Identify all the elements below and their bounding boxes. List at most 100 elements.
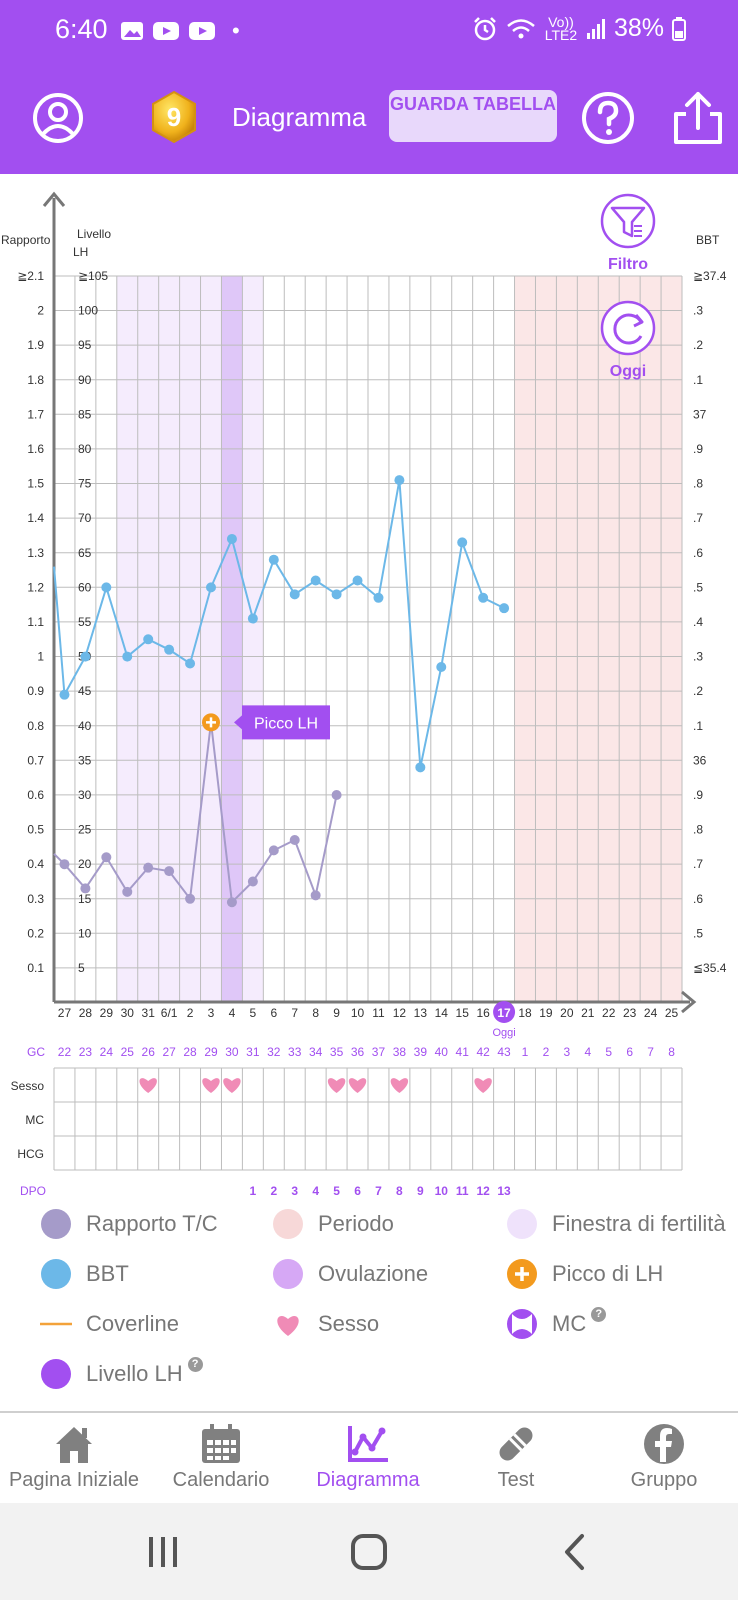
bbt-point[interactable] <box>331 589 342 600</box>
ratio-tick-label: 0.7 <box>27 753 44 767</box>
bbt-point[interactable] <box>226 533 237 544</box>
cycle-day-label: 32 <box>267 1045 281 1059</box>
chart-legend: Rapporto T/C Periodo Finestra di fertilità… <box>0 1202 738 1412</box>
heart-icon[interactable] <box>474 1078 492 1093</box>
lh-tick-label: 40 <box>78 719 92 733</box>
legend-dot-icon <box>40 1358 72 1390</box>
ratio-point[interactable] <box>122 886 133 897</box>
legend-dot-icon <box>506 1208 538 1240</box>
today-button[interactable] <box>600 300 656 356</box>
filter-button[interactable] <box>600 193 656 249</box>
nav-calendar[interactable]: Calendario <box>147 1421 295 1492</box>
lh-tick-label: 5 <box>78 961 85 975</box>
today-caption: Oggi <box>492 1027 515 1039</box>
bbt-tick-label: 37 <box>693 407 707 421</box>
ratio-point[interactable] <box>59 859 70 870</box>
dpo-value: 2 <box>270 1184 277 1198</box>
bbt-point[interactable] <box>457 537 468 548</box>
level-badge-number: 9 <box>167 102 181 132</box>
cycle-day-label: 25 <box>121 1045 135 1059</box>
ratio-point[interactable] <box>226 897 237 908</box>
bbt-point[interactable] <box>164 644 175 655</box>
chart-canvas[interactable]: Rapporto LivelloLHBBT≧2.121.91.81.71.61.5… <box>0 174 738 1206</box>
bbt-point[interactable] <box>499 603 510 614</box>
bbt-tick-label: .7 <box>693 511 703 525</box>
date-label: 24 <box>644 1006 658 1020</box>
bbt-point[interactable] <box>122 651 133 662</box>
nav-home[interactable]: Pagina Iniziale <box>0 1421 148 1492</box>
date-label: 28 <box>79 1006 93 1020</box>
bbt-point[interactable] <box>310 575 321 586</box>
help-icon[interactable]: ? <box>591 1306 607 1322</box>
bbt-point[interactable] <box>352 575 363 586</box>
heart-icon[interactable] <box>202 1078 220 1093</box>
bbt-point[interactable] <box>394 475 405 486</box>
bbt-tick-label: .8 <box>693 477 703 491</box>
level-badge-icon[interactable]: 9 <box>150 90 198 144</box>
ratio-point[interactable] <box>331 790 342 800</box>
bbt-point[interactable] <box>80 651 91 662</box>
fertile-window-band <box>242 276 264 1002</box>
recents-icon[interactable] <box>138 1527 188 1577</box>
ratio-point[interactable] <box>164 866 175 877</box>
heart-icon[interactable] <box>223 1078 241 1093</box>
bbt-point[interactable] <box>436 661 447 672</box>
ratio-point[interactable] <box>101 852 112 863</box>
app-header: 9 Diagramma GUARDA TABELLA <box>0 62 738 174</box>
fertile-window-band <box>116 276 138 1002</box>
today-marker <box>493 1001 516 1023</box>
bbt-point[interactable] <box>59 689 70 700</box>
home-button-icon[interactable] <box>344 1527 394 1577</box>
heart-icon[interactable] <box>390 1078 409 1093</box>
heart-icon[interactable] <box>327 1078 346 1093</box>
legend-item: MC? <box>506 1306 607 1340</box>
date-label: 20 <box>560 1006 574 1020</box>
ratio-point[interactable] <box>268 845 279 856</box>
heart-icon[interactable] <box>348 1078 367 1093</box>
bbt-point[interactable] <box>373 592 384 603</box>
date-label: 10 <box>351 1006 365 1020</box>
lh-tick-label: 80 <box>78 442 92 456</box>
profile-icon[interactable] <box>28 88 88 148</box>
test-strip-icon <box>499 1427 533 1461</box>
bbt-point[interactable] <box>206 582 216 593</box>
ratio-point[interactable] <box>143 862 154 873</box>
ratio-point[interactable] <box>289 834 300 845</box>
ratio-tick-label: 1.2 <box>27 580 44 594</box>
bbt-tick-label: .5 <box>693 926 703 940</box>
event-row-label: MC <box>25 1113 44 1127</box>
bbt-point[interactable] <box>247 613 258 624</box>
ratio-tick-label: 0.2 <box>27 926 44 940</box>
dpo-value: 5 <box>333 1184 340 1198</box>
bbt-point[interactable] <box>268 554 279 565</box>
cycle-day-label: 22 <box>58 1045 72 1059</box>
share-icon[interactable] <box>668 88 728 148</box>
ratio-point[interactable] <box>80 883 91 894</box>
date-label: 4 <box>229 1006 236 1020</box>
period-band <box>598 276 620 1002</box>
bbt-point[interactable] <box>289 589 300 600</box>
nav-chart[interactable]: Diagramma <box>294 1421 442 1492</box>
fertile-window-band <box>200 276 222 1002</box>
heart-icon[interactable] <box>139 1078 157 1093</box>
help-icon[interactable] <box>578 88 638 148</box>
ratio-point[interactable] <box>185 893 196 904</box>
bbt-point[interactable] <box>185 658 196 669</box>
cycle-day-label: 3 <box>564 1045 571 1059</box>
help-icon[interactable]: ? <box>187 1356 203 1372</box>
bbt-point[interactable] <box>143 634 154 645</box>
nav-test[interactable]: Test <box>442 1421 590 1492</box>
cycle-chart[interactable]: Rapporto Livello LH BBT ≧2.1 2 1.9 1.8 1.7 1.6 1.5… <box>0 174 738 1206</box>
view-table-button[interactable]: GUARDA TABELLA <box>389 90 557 142</box>
back-icon[interactable] <box>550 1527 600 1577</box>
nav-group[interactable]: Gruppo <box>590 1421 738 1492</box>
ratio-tick-label: 0.6 <box>27 788 44 802</box>
bbt-point[interactable] <box>101 582 112 593</box>
bbt-point[interactable] <box>415 762 426 773</box>
ratio-tick-label: ≧2.1 <box>17 269 44 283</box>
cycle-day-label: 36 <box>351 1045 365 1059</box>
date-label: 7 <box>291 1006 298 1020</box>
ratio-point[interactable] <box>310 890 321 901</box>
ratio-point[interactable] <box>247 876 258 887</box>
bbt-point[interactable] <box>478 592 489 603</box>
